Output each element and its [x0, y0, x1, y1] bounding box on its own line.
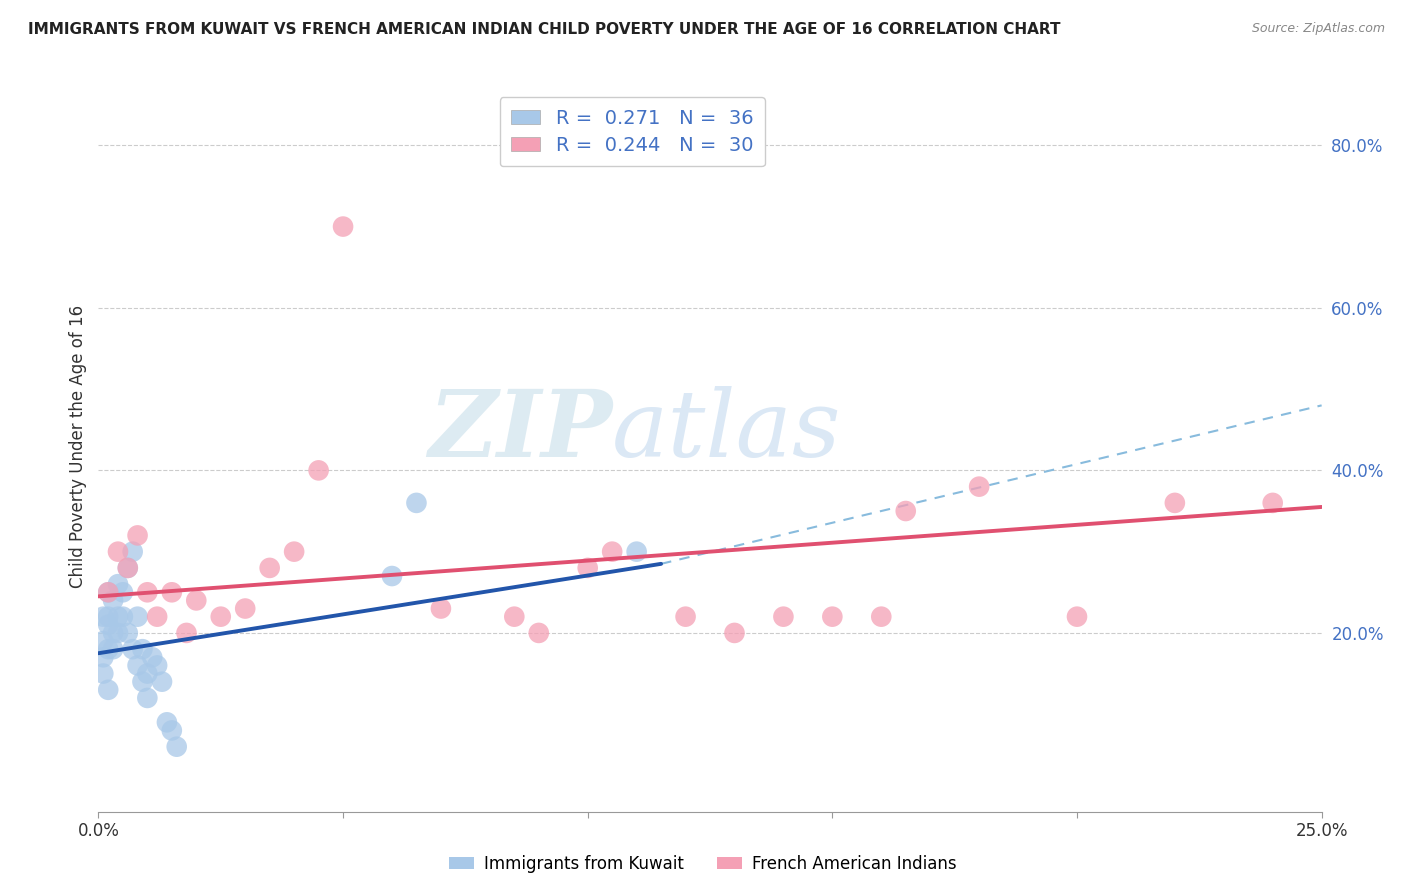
Point: [1066, 609, 1088, 624]
Point: [127, 528, 149, 542]
Point: [723, 626, 745, 640]
Y-axis label: Child Poverty Under the Age of 16: Child Poverty Under the Age of 16: [69, 304, 87, 588]
Point: [259, 561, 281, 575]
Point: [894, 504, 917, 518]
Point: [117, 561, 139, 575]
Point: [160, 723, 183, 738]
Point: [967, 480, 990, 494]
Point: [870, 609, 893, 624]
Point: [101, 593, 124, 607]
Point: [97, 585, 120, 599]
Point: [166, 739, 188, 754]
Point: [146, 609, 169, 624]
Text: IMMIGRANTS FROM KUWAIT VS FRENCH AMERICAN INDIAN CHILD POVERTY UNDER THE AGE OF : IMMIGRANTS FROM KUWAIT VS FRENCH AMERICA…: [28, 22, 1060, 37]
Point: [136, 690, 159, 705]
Point: [233, 601, 256, 615]
Point: [97, 682, 120, 697]
Point: [107, 544, 129, 558]
Point: [209, 609, 232, 624]
Text: atlas: atlas: [612, 386, 842, 476]
Point: [121, 642, 143, 657]
Point: [127, 658, 149, 673]
Text: ZIP: ZIP: [427, 386, 612, 476]
Point: [626, 544, 648, 558]
Point: [127, 609, 149, 624]
Point: [141, 650, 163, 665]
Point: [97, 642, 120, 657]
Point: [107, 626, 129, 640]
Point: [156, 715, 179, 730]
Point: [381, 569, 404, 583]
Legend: R =  0.271   N =  36, R =  0.244   N =  30: R = 0.271 N = 36, R = 0.244 N = 30: [499, 97, 765, 167]
Point: [111, 609, 134, 624]
Point: [91, 650, 114, 665]
Point: [91, 609, 114, 624]
Point: [283, 544, 305, 558]
Point: [91, 634, 114, 648]
Point: [107, 577, 129, 591]
Point: [101, 626, 124, 640]
Point: [160, 585, 183, 599]
Point: [117, 561, 139, 575]
Point: [97, 617, 120, 632]
Point: [101, 642, 124, 657]
Point: [527, 626, 550, 640]
Point: [176, 626, 198, 640]
Point: [600, 544, 623, 558]
Point: [308, 463, 330, 477]
Legend: Immigrants from Kuwait, French American Indians: Immigrants from Kuwait, French American …: [443, 848, 963, 880]
Point: [111, 585, 134, 599]
Point: [332, 219, 354, 234]
Point: [146, 658, 169, 673]
Point: [1261, 496, 1284, 510]
Point: [821, 609, 844, 624]
Text: Source: ZipAtlas.com: Source: ZipAtlas.com: [1251, 22, 1385, 36]
Point: [131, 642, 153, 657]
Point: [503, 609, 526, 624]
Point: [136, 585, 159, 599]
Point: [107, 609, 129, 624]
Point: [1164, 496, 1187, 510]
Point: [675, 609, 697, 624]
Point: [430, 601, 453, 615]
Point: [117, 626, 139, 640]
Point: [405, 496, 427, 510]
Point: [121, 544, 143, 558]
Point: [576, 561, 599, 575]
Point: [97, 585, 120, 599]
Point: [772, 609, 794, 624]
Point: [136, 666, 159, 681]
Point: [150, 674, 173, 689]
Point: [186, 593, 208, 607]
Point: [97, 609, 120, 624]
Point: [91, 666, 114, 681]
Point: [131, 674, 153, 689]
